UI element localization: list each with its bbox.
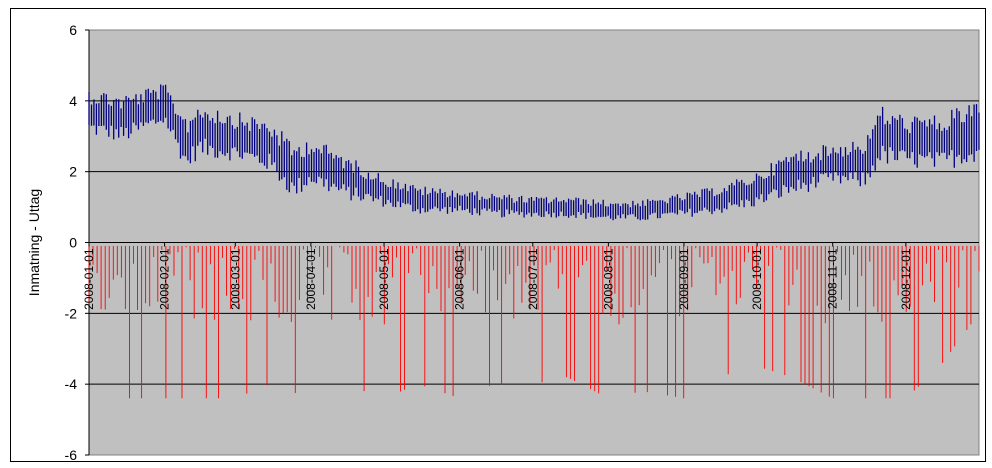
x-tick-label: 2008-07-01 [526, 248, 540, 310]
x-tick-label: 2008-12-01 [899, 248, 913, 310]
y-tick-label: -2 [65, 305, 78, 321]
series-2 [88, 246, 980, 399]
y-tick-label: 6 [69, 22, 77, 38]
x-tick-label: 2008-05-01 [377, 248, 391, 310]
y-tick-label: 4 [69, 93, 77, 109]
x-tick-label: 2008-10-01 [750, 248, 764, 310]
series-1 [88, 84, 980, 221]
chart-frame: 6 4 2 0 -2 -4 -6 Inmatning - Uttag 2008-01-01 200… [10, 8, 986, 462]
y-tick-label: 2 [69, 164, 77, 180]
y-axis-label: Inmatning - Uttag [26, 189, 42, 296]
x-tick-label: 2008-03-01 [228, 248, 242, 310]
x-tick-label: 2008-04-01 [304, 248, 318, 310]
y-tick-label: -6 [65, 447, 78, 461]
x-tick-label: 2008-11-01 [826, 248, 840, 309]
y-tick-label: -4 [65, 376, 78, 392]
chart-svg: 6 4 2 0 -2 -4 -6 Inmatning - Uttag 2008-01-01 200… [26, 22, 980, 461]
y-tick-label: 0 [69, 235, 77, 251]
x-tick-label: 2008-06-01 [453, 248, 467, 310]
x-tick-label: 2008-01-01 [82, 248, 96, 310]
series-2-line [88, 246, 980, 399]
x-tick-label: 2008-09-01 [677, 248, 691, 310]
x-tick-label: 2008-02-01 [158, 248, 172, 310]
x-tick-label: 2008-08-01 [601, 248, 615, 310]
series-1-line [88, 84, 980, 221]
